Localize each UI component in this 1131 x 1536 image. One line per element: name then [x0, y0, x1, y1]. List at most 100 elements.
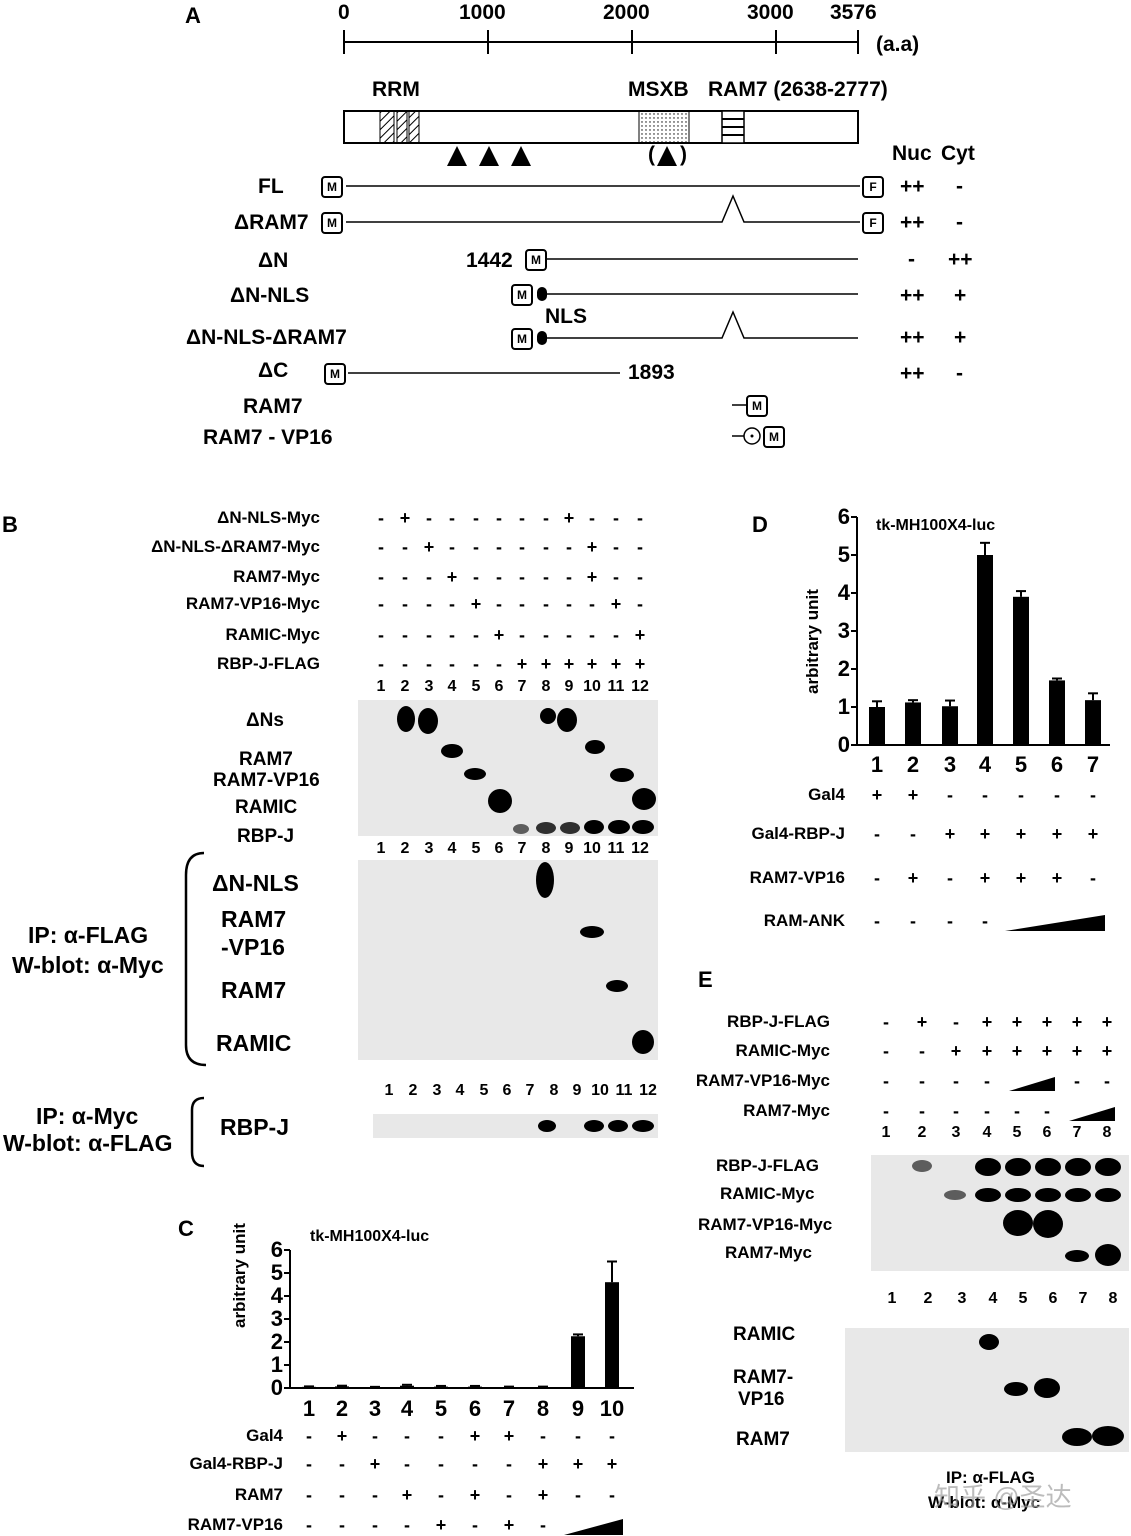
y-tick-label: 2 — [270, 1329, 283, 1354]
x-tick-label: 5 — [1014, 752, 1028, 777]
lane-number: 8 — [549, 1082, 559, 1099]
band-ramic-ip — [632, 1030, 654, 1054]
lane-number: 9 — [564, 840, 574, 857]
ramp-triangle — [1005, 915, 1105, 931]
condition-label: RAMIC-Myc — [735, 1041, 830, 1060]
condition-sign: - — [438, 1426, 444, 1446]
nuc-value: - — [908, 248, 915, 271]
cyt-value: - — [956, 211, 963, 234]
bar — [977, 555, 993, 745]
condition-sign: + — [469, 1485, 481, 1505]
band-ram7-ip — [1062, 1428, 1092, 1446]
lane-number: 5 — [1018, 1290, 1028, 1307]
bar — [905, 702, 921, 745]
lane-number: 8 — [1102, 1124, 1112, 1141]
condition-sign: - — [947, 911, 953, 931]
condition-sign: + — [586, 654, 598, 674]
scale-tick-1000: 1000 — [459, 1, 506, 24]
band-ramic-myc — [944, 1190, 966, 1200]
band-rbpj-ip — [608, 1120, 628, 1132]
condition-sign: - — [449, 594, 455, 614]
lane-number: 4 — [455, 1082, 465, 1099]
lane-number: 7 — [1072, 1124, 1082, 1141]
band-ramic-myc — [1035, 1188, 1061, 1202]
condition-sign: + — [1101, 1041, 1113, 1061]
blot-label: RAM7 — [221, 977, 287, 1003]
condition-sign: - — [953, 1101, 959, 1121]
condition-sign: + — [979, 868, 991, 888]
condition-sign: - — [883, 1041, 889, 1061]
lane-number: 6 — [502, 1082, 512, 1099]
condition-sign: + — [470, 594, 482, 614]
lane-number: 6 — [1048, 1290, 1058, 1307]
condition-sign: - — [473, 654, 479, 674]
condition-sign: - — [883, 1071, 889, 1091]
lane-number: 11 — [607, 678, 625, 695]
condition-sign: - — [883, 1012, 889, 1032]
condition-sign: + — [979, 824, 991, 844]
condition-sign: + — [1011, 1041, 1023, 1061]
condition-label: RAM7-Myc — [233, 567, 320, 586]
lane-number: 5 — [471, 678, 481, 695]
y-tick-label: 5 — [270, 1260, 283, 1285]
condition-sign: - — [306, 1515, 312, 1535]
condition-sign: - — [426, 567, 432, 587]
condition-sign: + — [944, 824, 956, 844]
arrow-paren-close: ) — [680, 143, 687, 166]
condition-sign: - — [472, 1454, 478, 1474]
band-ram7-ip — [1092, 1426, 1124, 1446]
band-rbpj — [560, 822, 580, 834]
lane-number: 9 — [564, 678, 574, 695]
band-ram7-vp16-ip — [1004, 1382, 1028, 1396]
x-tick-label: 7 — [502, 1396, 516, 1421]
condition-sign: - — [540, 1426, 546, 1446]
construct-ram7-vp16: RAM7 - VP16 — [203, 426, 333, 449]
band-rbpj — [608, 820, 630, 834]
lane-number: 10 — [583, 678, 601, 695]
myc-tag: M — [321, 212, 343, 234]
panel-a-letter: A — [185, 3, 201, 28]
condition-sign: - — [883, 1101, 889, 1121]
condition-sign: - — [426, 594, 432, 614]
x-tick-label: 5 — [434, 1396, 448, 1421]
condition-sign: + — [540, 654, 552, 674]
nuc-value: ++ — [900, 284, 925, 307]
condition-sign: + — [981, 1012, 993, 1032]
band-dn — [557, 708, 577, 732]
blot-label: RAMIC — [235, 797, 298, 818]
lane-number: 4 — [988, 1290, 998, 1307]
x-tick-label: 2 — [335, 1396, 349, 1421]
construct-dc: ΔC — [258, 359, 289, 382]
band-ram7-myc — [1095, 1244, 1121, 1266]
condition-sign: - — [449, 537, 455, 557]
condition-sign: - — [426, 654, 432, 674]
dn-start-label: 1442 — [466, 249, 513, 272]
band-dn-nls-ip — [536, 862, 554, 898]
condition-sign: - — [637, 537, 643, 557]
lane-number: 2 — [917, 1124, 927, 1141]
condition-sign: - — [874, 868, 880, 888]
condition-sign: + — [336, 1426, 348, 1446]
lane-number: 10 — [583, 840, 601, 857]
band-ramic — [632, 788, 656, 810]
bar — [400, 1385, 414, 1388]
wblot-label: W-blot: α-Myc — [12, 952, 164, 978]
condition-sign: - — [426, 625, 432, 645]
condition-sign: + — [610, 594, 622, 614]
condition-sign: - — [910, 824, 916, 844]
condition-sign: - — [543, 567, 549, 587]
panel-a-diagram — [343, 30, 860, 445]
rrm-domain-1 — [379, 110, 395, 144]
blot-label: -VP16 — [221, 934, 285, 960]
blot-label: RAM7-VP16 — [213, 770, 320, 791]
band-ramic-myc — [975, 1188, 1001, 1202]
y-tick-label: 6 — [270, 1237, 283, 1262]
condition-sign: - — [519, 537, 525, 557]
y-tick-label: 5 — [837, 542, 850, 567]
blot-label: RBP-J — [220, 1114, 290, 1140]
condition-sign: - — [919, 1041, 925, 1061]
x-tick-label: 4 — [978, 752, 992, 777]
cyt-value: - — [956, 362, 963, 385]
lane-number: 1 — [384, 1082, 394, 1099]
rrm-domain-3 — [408, 110, 420, 144]
